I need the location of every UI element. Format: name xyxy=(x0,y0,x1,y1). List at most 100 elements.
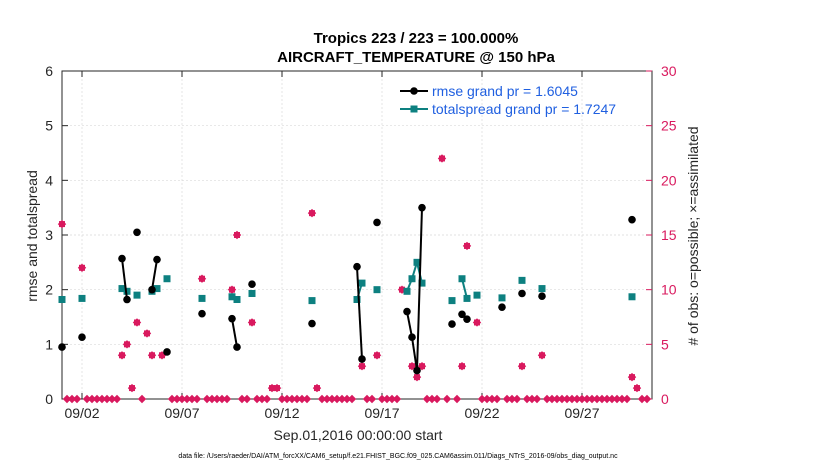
rmse-marker xyxy=(413,366,421,375)
rmse-marker xyxy=(358,355,366,363)
obs-zero-marker xyxy=(582,394,592,404)
obs-zero-marker xyxy=(192,394,202,404)
obs-assimilated-marker xyxy=(309,210,315,217)
obs-assimilated-marker xyxy=(474,319,480,326)
obs-zero-marker xyxy=(317,394,327,404)
rmse-marker xyxy=(498,303,506,311)
rmse-marker xyxy=(248,280,256,289)
obs-zero-marker xyxy=(387,394,397,404)
totalspread-marker xyxy=(518,276,526,284)
obs-assimilated-marker xyxy=(129,385,135,392)
obs-zero-marker xyxy=(92,394,102,404)
totalspread-marker xyxy=(233,296,241,304)
y-axis-right-label: # of obs: o=possible; ×=assimilated xyxy=(685,126,701,345)
obs-zero-marker xyxy=(212,394,222,404)
obs-assimilated-marker xyxy=(134,319,140,326)
x-tick-label: 09/12 xyxy=(264,405,299,421)
totalspread-marker xyxy=(133,291,141,299)
rmse-marker xyxy=(408,333,416,342)
rmse-marker xyxy=(448,320,456,328)
obs-assimilated-marker xyxy=(634,385,640,392)
totalspread-marker xyxy=(118,285,126,293)
y-right-tick-label: 25 xyxy=(661,118,677,134)
obs-assimilated-marker xyxy=(464,242,470,249)
obs-zero-marker xyxy=(262,394,272,404)
chart-subtitle: AIRCRAFT_TEMPERATURE @ 150 hPa xyxy=(277,49,555,66)
obs-assimilated-marker xyxy=(519,363,525,370)
y-tick-label: 4 xyxy=(45,172,53,188)
rmse-marker xyxy=(373,218,381,227)
x-tick-label: 09/22 xyxy=(464,405,499,421)
obs-zero-marker xyxy=(62,394,72,404)
obs-zero-marker xyxy=(422,394,432,404)
obs-assimilated-marker xyxy=(459,363,465,370)
obs-zero-marker xyxy=(182,394,192,404)
y-right-tick-label: 30 xyxy=(661,63,677,79)
obs-zero-marker xyxy=(327,394,337,404)
obs-zero-marker xyxy=(382,394,392,404)
obs-zero-marker xyxy=(302,394,312,404)
obs-assimilated-marker xyxy=(159,352,165,359)
obs-zero-marker xyxy=(237,394,247,404)
legend-rmse-label: rmse grand pr = 1.6045 xyxy=(432,83,578,99)
obs-zero-marker xyxy=(367,394,377,404)
obs-zero-marker xyxy=(82,394,92,404)
y-right-tick-label: 15 xyxy=(661,227,677,243)
totalspread-marker xyxy=(198,294,206,302)
obs-zero-marker xyxy=(612,394,622,404)
obs-zero-marker xyxy=(597,394,607,404)
rmse-marker xyxy=(308,319,316,328)
rmse-marker xyxy=(58,343,66,351)
totalspread-marker xyxy=(248,289,256,297)
y-tick-label: 1 xyxy=(45,336,53,352)
obs-zero-marker xyxy=(567,394,577,404)
rmse-line-segment xyxy=(411,337,418,371)
obs-zero-marker xyxy=(72,394,82,404)
obs-zero-marker xyxy=(487,394,497,404)
obs-zero-marker xyxy=(432,394,442,404)
obs-assimilated-marker xyxy=(199,275,205,282)
rmse-line-segment xyxy=(231,318,238,348)
y-right-tick-label: 0 xyxy=(661,391,669,407)
totalspread-marker xyxy=(153,285,161,293)
obs-zero-marker xyxy=(297,394,307,404)
y-tick-label: 5 xyxy=(45,118,53,134)
rmse-line-segment xyxy=(406,311,413,338)
obs-zero-marker xyxy=(347,394,357,404)
obs-zero-marker xyxy=(87,394,97,404)
obs-zero-marker xyxy=(207,394,217,404)
obs-zero-marker xyxy=(337,394,347,404)
obs-assimilated-marker xyxy=(314,385,320,392)
obs-assimilated-marker xyxy=(124,341,130,348)
obs-assimilated-marker xyxy=(119,352,125,359)
legend-spread-marker xyxy=(410,105,418,113)
totalspread-marker xyxy=(353,296,361,304)
y-right-tick-label: 10 xyxy=(661,282,677,298)
obs-assimilated-marker xyxy=(419,363,425,370)
rmse-marker xyxy=(78,333,86,342)
totalspread-marker xyxy=(163,275,171,283)
obs-zero-marker xyxy=(552,394,562,404)
obs-assimilated-marker xyxy=(399,286,405,293)
obs-zero-marker xyxy=(332,394,342,404)
totalspread-marker xyxy=(418,279,426,287)
obs-zero-marker xyxy=(622,394,632,404)
totalspread-marker xyxy=(408,275,416,283)
totalspread-marker xyxy=(373,286,381,294)
obs-assimilated-marker xyxy=(359,363,365,370)
obs-zero-marker xyxy=(282,394,292,404)
obs-zero-marker xyxy=(177,394,187,404)
obs-zero-marker xyxy=(502,394,512,404)
obs-zero-marker xyxy=(442,394,452,404)
obs-assimilated-marker xyxy=(234,232,240,238)
rmse-marker xyxy=(123,295,131,304)
y-tick-label: 6 xyxy=(45,63,53,79)
obs-zero-marker xyxy=(257,394,267,404)
rmse-line-segment xyxy=(416,207,423,371)
obs-zero-marker xyxy=(587,394,597,404)
rmse-marker xyxy=(228,314,236,323)
rmse-marker xyxy=(233,343,241,351)
obs-zero-marker xyxy=(167,394,177,404)
obs-assimilated-marker xyxy=(274,385,280,392)
